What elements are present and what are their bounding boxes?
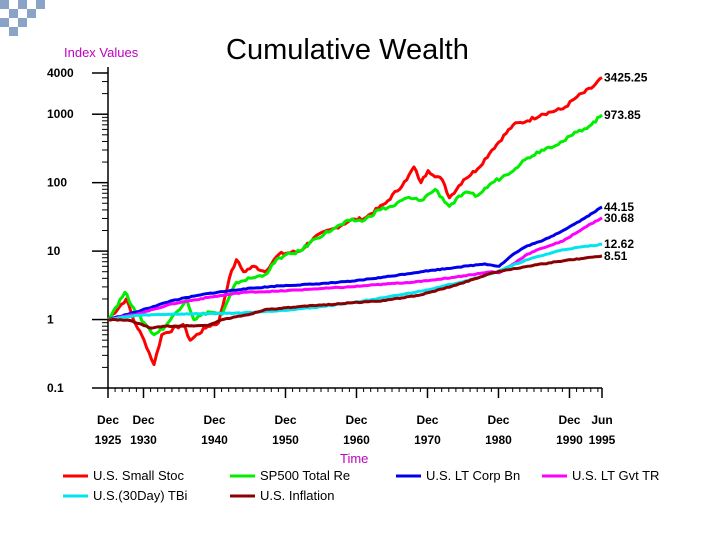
legend-label: U.S. Small Stoc: [93, 468, 185, 483]
x-tick-year: 1980: [485, 433, 512, 447]
x-tick-year: 1925: [95, 433, 122, 447]
legend-label: U.S. LT Corp Bn: [426, 468, 520, 483]
series-end-label: 12.62: [604, 237, 634, 251]
x-tick-month: Jun: [591, 413, 612, 427]
x-tick-month: Dec: [203, 413, 225, 427]
y-tick-label: 4000: [47, 66, 74, 80]
series-end-label: 8.51: [604, 249, 628, 263]
series-line: [107, 216, 603, 322]
series-end-label: 44.15: [604, 200, 634, 214]
series-end-label: 3425.25: [604, 71, 648, 85]
series-end-label: 30.68: [604, 211, 634, 225]
x-tick-year: 1970: [414, 433, 441, 447]
y-axis-label: Index Values: [64, 45, 139, 60]
x-tick-month: Dec: [416, 413, 438, 427]
y-tick-label: 100: [47, 176, 67, 190]
slide-corner-decoration: [0, 0, 45, 36]
x-tick-month: Dec: [345, 413, 367, 427]
y-tick-label: 0.1: [47, 381, 64, 395]
y-tick-label: 10: [47, 244, 61, 258]
legend-label: U.S. Inflation: [260, 488, 334, 503]
chart-title: Cumulative Wealth: [226, 34, 469, 66]
x-tick-month: Dec: [558, 413, 580, 427]
x-tick-year: 1960: [343, 433, 370, 447]
legend: U.S. Small Stoc SP500 Total Re U.S. LT Cor…: [63, 468, 659, 503]
legend-label: SP500 Total Re: [260, 468, 350, 483]
x-tick-year: 1990: [556, 433, 583, 447]
axes: 4000 1000 100 10 1 0.1 Dec 1925 Dec 1930 Dec 1940 De…: [47, 66, 616, 447]
x-tick-year: 1995: [589, 433, 616, 447]
x-tick-year: 1940: [201, 433, 228, 447]
legend-label: U.S. LT Gvt TR: [572, 468, 659, 483]
series-line: [107, 254, 603, 330]
x-tick-year: 1950: [272, 433, 299, 447]
series-line: [106, 113, 603, 337]
x-tick-month: Dec: [132, 413, 154, 427]
series-end-label: 973.85: [604, 108, 641, 122]
series-line: [107, 205, 603, 322]
x-tick-month: Dec: [274, 413, 296, 427]
x-tick-month: Dec: [487, 413, 509, 427]
x-tick-month: Dec: [97, 413, 119, 427]
x-tick-year: 1930: [130, 433, 157, 447]
y-tick-label: 1000: [47, 107, 74, 121]
y-tick-label: 1: [47, 313, 54, 327]
x-axis-label: Time: [340, 451, 368, 466]
legend-label: U.S.(30Day) TBi: [93, 488, 188, 503]
